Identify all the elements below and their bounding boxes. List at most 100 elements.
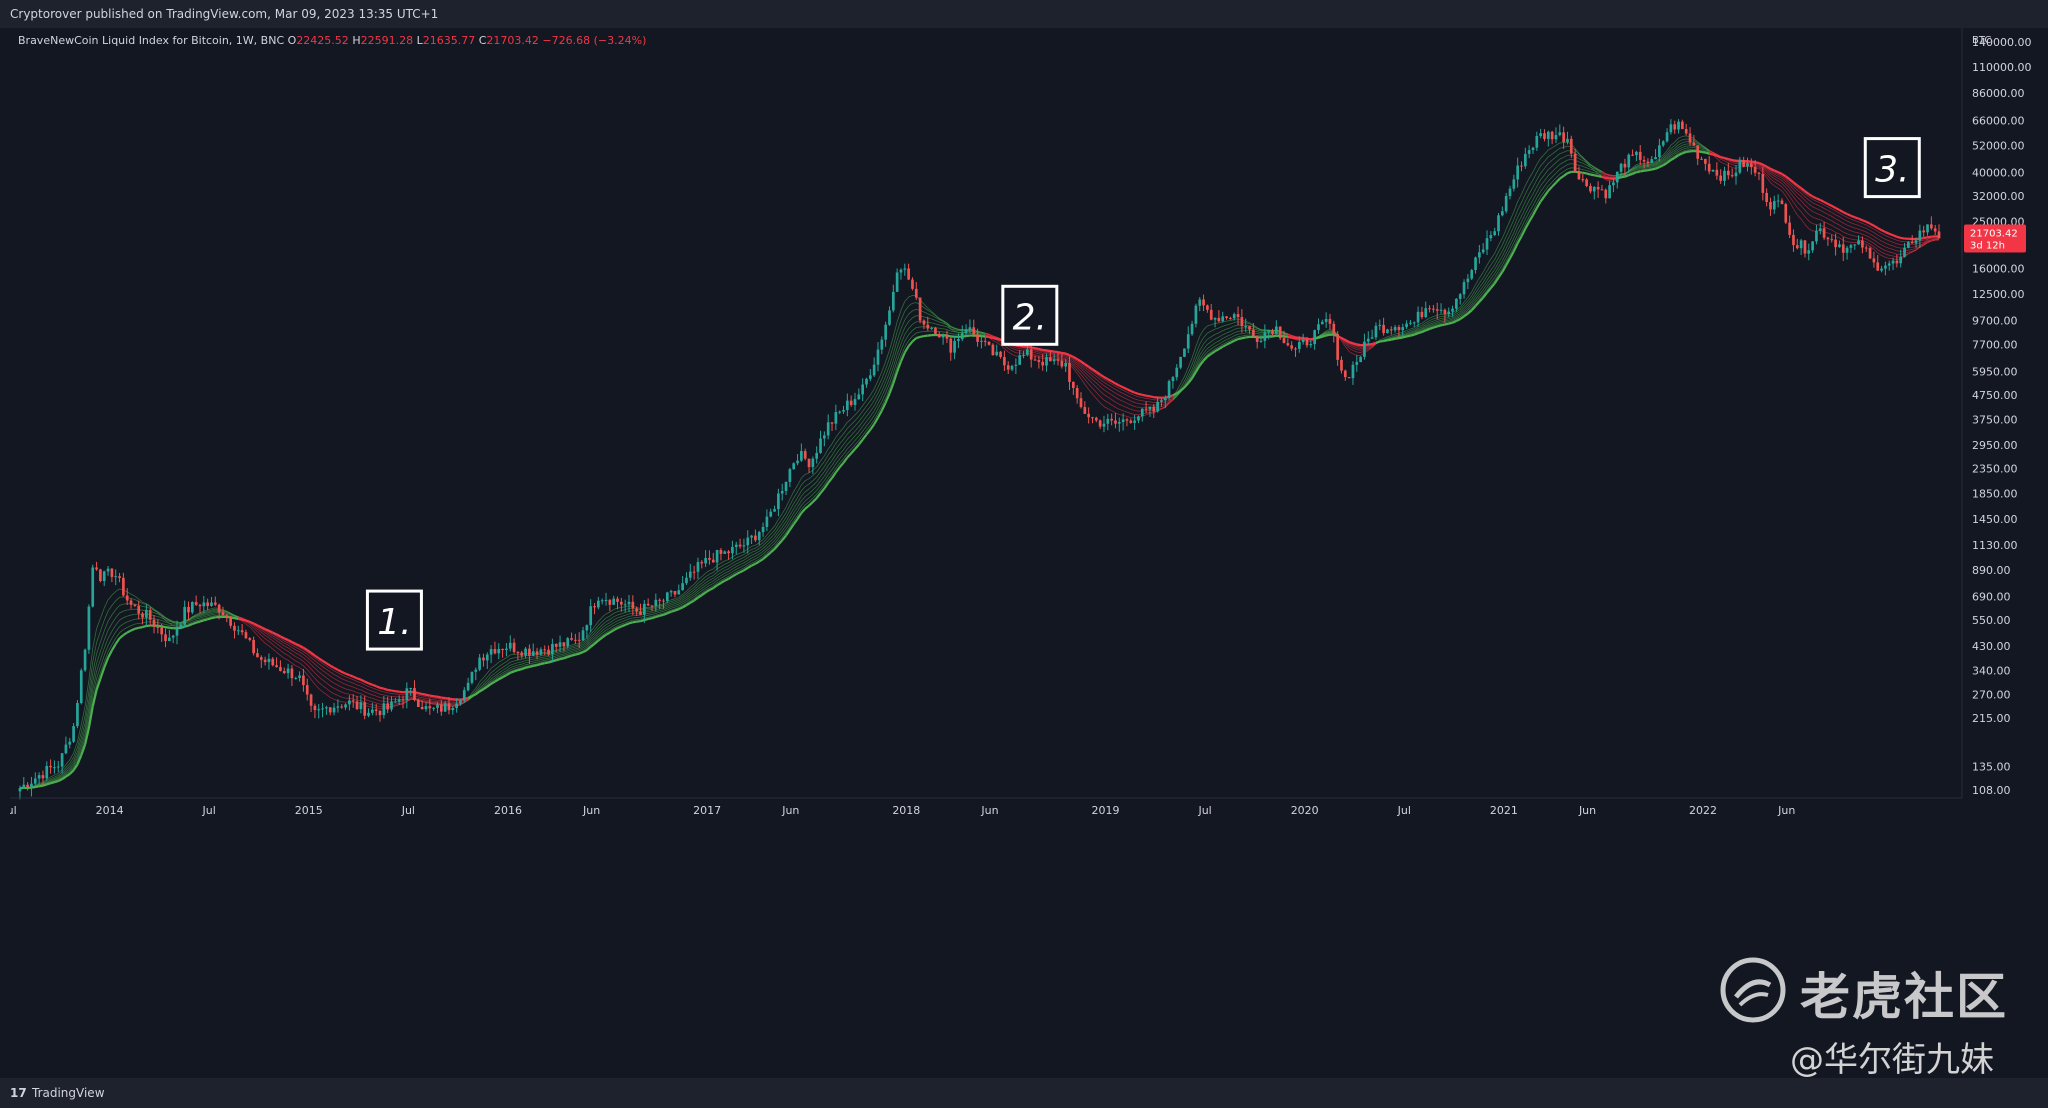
ema-line-segment: [96, 659, 101, 672]
ema-line-segment: [666, 610, 672, 615]
ema-line-segment: [644, 616, 649, 619]
ema-line-segment: [1598, 173, 1603, 176]
candle-body: [547, 649, 550, 655]
ema-line-segment: [1666, 156, 1672, 161]
ema-line-segment: [1061, 351, 1066, 355]
ema-line-segment: [1383, 337, 1388, 341]
ema-line-segment: [912, 308, 917, 312]
ema-line-segment: [1345, 342, 1350, 347]
candle-body: [1332, 323, 1336, 335]
ema-line-segment: [341, 686, 346, 690]
ema-line-segment: [1766, 177, 1771, 183]
ema-line-segment: [142, 621, 147, 624]
ema-line-segment: [866, 416, 871, 422]
ema-line-segment: [1046, 353, 1051, 355]
ema-line-segment: [1180, 376, 1185, 384]
ema-line-segment: [88, 689, 94, 715]
ema-line-segment: [92, 684, 97, 702]
ema-line-segment: [548, 654, 553, 657]
ema-line-segment: [598, 630, 603, 635]
price-chart[interactable]: 1.2.3. BTC140000.00110000.0086000.006600…: [2, 28, 2048, 1078]
ema-line-segment: [659, 613, 664, 617]
ema-line-segment: [68, 769, 75, 775]
ema-line-segment: [1257, 328, 1262, 331]
ema-line-segment: [747, 564, 753, 569]
ema-line-segment: [1881, 240, 1886, 244]
ema-line-segment: [211, 608, 216, 611]
candle-body: [1642, 159, 1646, 162]
ema-line-segment: [280, 650, 285, 654]
candle-body: [658, 599, 661, 601]
ema-line-segment: [422, 695, 427, 698]
candle-body: [367, 712, 370, 716]
candle-body: [489, 649, 493, 655]
ema-line-segment: [831, 471, 837, 479]
ema-line-segment: [908, 303, 913, 307]
ema-line-segment: [1658, 164, 1664, 169]
ema-line-segment: [736, 558, 741, 562]
ema-line-segment: [533, 663, 538, 665]
ema-line-segment: [789, 512, 795, 520]
candle-body: [95, 567, 98, 570]
ema-line-segment: [284, 653, 289, 656]
ema-line-segment: [728, 565, 733, 569]
candle-body: [213, 602, 217, 605]
candle-body: [696, 562, 700, 572]
ema-line-segment: [226, 612, 231, 615]
ema-line-segment: [808, 469, 814, 474]
ema-line-segment: [123, 609, 128, 612]
ema-line-segment: [1433, 315, 1438, 317]
ema-line-segment: [1318, 335, 1323, 339]
ema-line-segment: [1663, 161, 1668, 165]
ema-line-segment: [835, 438, 840, 444]
candle-body: [110, 568, 114, 577]
ema-line-segment: [1547, 185, 1553, 192]
ema-line-segment: [1651, 163, 1656, 165]
ema-line-segment: [157, 616, 162, 619]
ema-line-segment: [1084, 367, 1089, 371]
ema-line-segment: [1126, 395, 1131, 398]
ema-line-segment: [272, 633, 277, 637]
ema-line-segment: [1521, 201, 1526, 210]
candle-body: [275, 665, 278, 668]
chart-area[interactable]: 1. 2. 3. BTC 140000.00 110000.00 86000.00 6600…: [2, 28, 2048, 1078]
ema-line-segment: [1777, 187, 1783, 192]
ema-line-segment: [46, 776, 51, 780]
ema-line-segment: [820, 471, 825, 477]
ema-line-segment: [770, 525, 775, 531]
ema-line-segment: [1640, 164, 1645, 166]
ema-line-segment: [766, 530, 772, 536]
ema-line-segment: [173, 621, 178, 623]
candle-body: [1612, 182, 1615, 186]
ema-line-segment: [111, 609, 117, 616]
ema-line-segment: [61, 774, 67, 778]
ema-line-segment: [1770, 173, 1775, 177]
ema-line-segment: [1187, 364, 1193, 374]
ema-line-segment: [713, 582, 718, 587]
ema-line-segment: [1092, 373, 1097, 377]
candle-body: [857, 394, 861, 400]
ema-line-segment: [383, 687, 389, 691]
ema-line-segment: [889, 367, 894, 379]
ema-line-segment: [1387, 338, 1392, 342]
ema-line-segment: [582, 649, 588, 654]
ema-line-segment: [1218, 344, 1223, 348]
ema-line-segment: [693, 595, 699, 599]
ema-line-segment: [1287, 335, 1292, 339]
ema-line-segment: [1640, 165, 1645, 167]
ema-line-segment: [514, 656, 518, 659]
candle-body: [1753, 167, 1757, 173]
ema-line-segment: [735, 571, 741, 576]
candle-body: [620, 601, 623, 605]
ema-line-segment: [1470, 305, 1477, 312]
ema-line-segment: [1111, 390, 1116, 394]
ema-line-segment: [1406, 331, 1411, 334]
ema-line-segment: [1226, 341, 1231, 346]
ema-line-segment: [904, 321, 909, 328]
candle-body: [842, 410, 845, 412]
ema-line-segment: [387, 692, 392, 694]
ema-line-segment: [1402, 334, 1407, 337]
ema-line-segment: [483, 684, 488, 689]
ema-line-segment: [1823, 211, 1829, 215]
ema-line-segment: [238, 616, 243, 619]
